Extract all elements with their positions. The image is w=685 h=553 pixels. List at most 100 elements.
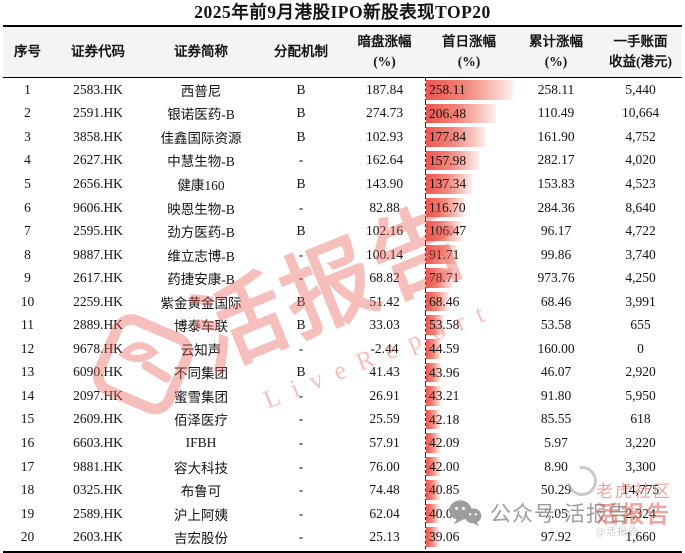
cell-profit: 3,220 [625, 434, 656, 450]
cell-name: 银诺医药-B [167, 107, 235, 123]
cell-cum: 282.17 [537, 152, 575, 168]
cell-name: 紫金黄金国际 [160, 295, 242, 311]
cell-mech: - [298, 340, 304, 356]
cell-first: 40.03 [425, 501, 513, 526]
cell-rank: 18 [20, 482, 35, 498]
cell-first: 258.11 [425, 78, 513, 102]
cell-cum: 97.92 [540, 529, 572, 545]
cell-mech: - [298, 482, 304, 498]
cell-rank: 17 [20, 458, 35, 474]
cell-code: 2603.HK [73, 529, 123, 545]
first-day-gain-bar [426, 127, 486, 147]
cell-code: 9887.HK [73, 246, 123, 262]
cell-name: 云知声 [180, 342, 222, 358]
cell-profit: 3,740 [625, 246, 656, 262]
cell-mech: - [298, 246, 304, 262]
cell-profit: 2,324 [625, 505, 656, 521]
cell-profit: 14,775 [621, 482, 660, 498]
cell-profit: 618 [630, 411, 651, 427]
cell-code: 2591.HK [73, 105, 123, 121]
cell-cum: 153.83 [537, 175, 575, 191]
table-body: 1 2583.HK 西普尼 B 187.84 258.11 258.11 5,440 2 2591… [3, 78, 682, 549]
cell-first: 157.98 [425, 148, 513, 173]
table-row: 4 2627.HK 中慧生物-B - 162.64 157.98 282.17 4,020 [3, 148, 682, 173]
table-row: 2 2591.HK 银诺医药-B B 274.73 206.48 110.49 10,664 [3, 101, 682, 126]
cell-mech: - [298, 411, 304, 427]
table-row: 14 2097.HK 蜜雪集团 - 26.91 43.21 91.80 5,950 [3, 384, 682, 408]
table-row: 1 2583.HK 西普尼 B 187.84 258.11 258.11 5,440 [3, 78, 682, 102]
first-day-gain-bar [426, 409, 441, 430]
cell-rank: 19 [20, 505, 35, 521]
table-row: 8 9887.HK 维立志博-B - 100.14 91.71 99.86 3,740 [3, 242, 682, 267]
cell-code: 2595.HK [73, 223, 123, 239]
table-row: 5 2656.HK 健康160 B 143.90 137.34 153.83 4,523 [3, 172, 682, 196]
cell-rank: 8 [24, 246, 31, 262]
cell-code: 3858.HK [73, 128, 123, 144]
cell-dark: 26.91 [369, 387, 400, 403]
cell-dark: 76.00 [369, 458, 400, 474]
first-day-gain-bar [426, 221, 462, 241]
cell-dark: 51.42 [369, 293, 400, 309]
cell-first: 53.58 [425, 313, 513, 338]
cell-rank: 10 [20, 293, 35, 309]
cell-dark: 102.93 [365, 128, 404, 144]
table-row: 9 2617.HK 药捷安康-B - 68.82 78.71 973.76 4,250 [3, 266, 682, 290]
cell-mech: - [298, 152, 304, 168]
cell-dark: 25.13 [369, 529, 400, 545]
cell-profit: 3,991 [625, 293, 656, 309]
table-row: 12 9678.HK 云知声 - -2.44 44.59 160.00 0 [3, 337, 682, 361]
cell-cum: 258.11 [537, 81, 575, 97]
cell-first: 42.00 [425, 454, 513, 479]
cell-rank: 15 [20, 411, 35, 427]
cell-first: 116.70 [425, 195, 513, 220]
table-row: 13 6090.HK 不同集团 B 41.43 43.96 46.07 2,920 [3, 360, 682, 385]
cell-code: 0325.HK [73, 482, 123, 498]
cell-mech: B [296, 223, 306, 239]
cell-mech: - [298, 458, 304, 474]
cell-rank: 7 [24, 223, 31, 239]
cell-rank: 1 [24, 81, 31, 97]
header-name: 证券简称 [174, 43, 228, 59]
first-day-gain-bar [426, 291, 450, 312]
first-day-gain-bar [426, 362, 441, 383]
cell-profit: 4,523 [625, 175, 656, 191]
cell-name: 沪上阿姨 [174, 507, 228, 523]
first-day-gain-bar [426, 339, 442, 359]
cell-name: IFBH [185, 434, 217, 450]
cell-cum: 973.76 [537, 270, 575, 286]
cell-mech: B [296, 105, 306, 121]
cell-mech: B [296, 128, 306, 144]
cell-cum: 110.49 [537, 105, 575, 121]
table-row: 18 0325.HK 布鲁可 - 74.48 40.85 50.29 14,775 [3, 478, 682, 502]
cell-first: 44.59 [425, 337, 513, 361]
cell-profit: 4,722 [625, 223, 656, 239]
cell-dark: 62.04 [369, 505, 400, 521]
cell-first: 40.85 [425, 478, 513, 502]
table-row: 10 2259.HK 紫金黄金国际 B 51.42 68.46 68.46 3,991 [3, 289, 682, 314]
table-row: 15 2609.HK 佰泽医疗 - 25.59 42.18 85.55 618 [3, 407, 682, 432]
table-row: 7 2595.HK 劲方医药-B B 102.16 106.47 96.17 4,722 [3, 219, 682, 243]
cell-name: 劲方医药-B [167, 225, 235, 241]
cell-name: 佰泽医疗 [174, 413, 228, 429]
cell-cum: 91.80 [540, 387, 572, 403]
cell-dark: 25.59 [369, 411, 400, 427]
cell-name: 布鲁可 [180, 484, 222, 500]
first-day-gain-bar [426, 197, 466, 218]
cell-first: 177.84 [425, 125, 513, 149]
cell-mech: - [298, 199, 304, 215]
table-row: 20 2603.HK 吉宏股份 - 25.13 39.06 97.92 1,660 [3, 525, 682, 549]
cell-first: 39.06 [425, 525, 513, 549]
cell-mech: - [298, 387, 304, 403]
cell-cum: 68.46 [540, 293, 572, 309]
table-row: 16 6603.HK IFBH - 57.91 42.09 5.97 3,220 [3, 431, 682, 455]
cell-rank: 4 [24, 152, 31, 168]
first-day-gain-bar [426, 433, 441, 453]
cell-dark: 33.03 [369, 317, 400, 333]
cell-profit: 5,440 [625, 81, 656, 97]
cell-name: 西普尼 [180, 83, 222, 99]
cell-profit: 2,920 [625, 364, 656, 380]
first-day-gain-bar [426, 456, 441, 477]
first-day-gain-bar [426, 103, 496, 124]
cell-dark: 57.91 [369, 434, 400, 450]
